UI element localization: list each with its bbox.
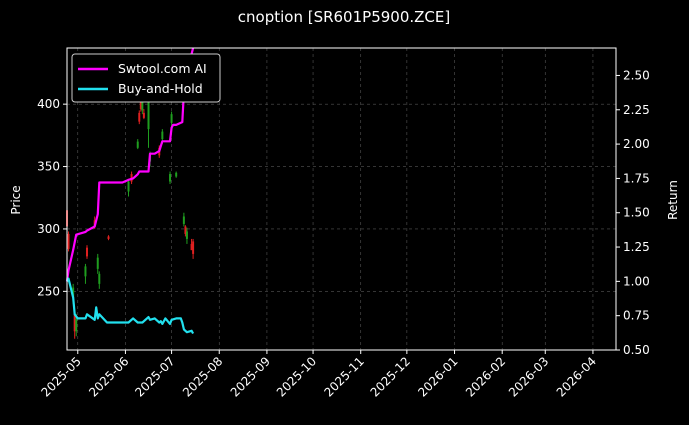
right-axis-label: Return bbox=[666, 180, 680, 220]
legend-label-buy-and-hold: Buy-and-Hold bbox=[118, 81, 203, 96]
right-tick-label: 2.25 bbox=[623, 103, 650, 117]
candle-body bbox=[175, 172, 178, 177]
candle-body bbox=[147, 94, 150, 130]
candle-body bbox=[96, 257, 99, 269]
series-line-buy-and-hold bbox=[66, 277, 195, 335]
left-tick-label: 400 bbox=[37, 97, 60, 111]
legend-box bbox=[71, 53, 221, 103]
candle-body bbox=[169, 174, 172, 182]
right-tick-label: 1.00 bbox=[623, 274, 650, 288]
candle-body bbox=[75, 318, 78, 332]
plot-frame bbox=[66, 47, 617, 351]
left-tick-label: 350 bbox=[37, 160, 60, 174]
left-axis: 250 300 350 400 bbox=[37, 97, 67, 298]
candle-body bbox=[138, 112, 141, 122]
left-tick-label: 250 bbox=[37, 284, 60, 298]
candle-body bbox=[141, 101, 144, 111]
candle-body bbox=[98, 273, 101, 284]
right-tick-label: 1.75 bbox=[623, 171, 650, 185]
grid bbox=[67, 48, 616, 350]
candle-body bbox=[142, 112, 145, 118]
right-tick-label: 0.75 bbox=[623, 309, 650, 323]
right-axis: 0.50 0.75 1.00 1.25 1.50 1.75 2.00 2.25 2.50 bbox=[616, 68, 650, 357]
candle-body bbox=[192, 241, 195, 254]
candle-body bbox=[136, 141, 139, 148]
candle-body bbox=[139, 97, 142, 110]
candle-body bbox=[73, 313, 76, 332]
legend: Swtool.com AI Buy-and-Hold bbox=[71, 53, 221, 103]
right-tick-label: 2.50 bbox=[623, 68, 650, 82]
candle-body bbox=[182, 216, 185, 224]
candle-body bbox=[85, 247, 88, 257]
right-tick-label: 1.25 bbox=[623, 240, 650, 254]
series-line-ai bbox=[65, 47, 195, 282]
right-tick-label: 1.50 bbox=[623, 206, 650, 220]
candle-body bbox=[184, 226, 187, 234]
left-tick-label: 300 bbox=[37, 222, 60, 236]
candle-body bbox=[67, 233, 70, 249]
series-lines bbox=[65, 47, 195, 335]
candle-body bbox=[170, 114, 173, 123]
candle-body bbox=[72, 287, 75, 298]
candle-body bbox=[84, 266, 87, 277]
right-tick-label: 2.00 bbox=[623, 137, 650, 151]
candle-body bbox=[107, 236, 110, 239]
candle-body bbox=[185, 231, 188, 239]
candle-body bbox=[190, 243, 193, 251]
candle-body bbox=[127, 181, 130, 192]
candle-body bbox=[161, 131, 164, 140]
legend-label-ai: Swtool.com AI bbox=[118, 61, 207, 76]
right-tick-label: 0.50 bbox=[623, 343, 650, 357]
left-axis-label: Price bbox=[9, 185, 23, 214]
chart-title: cnoption [SR601P5900.ZCE] bbox=[238, 8, 450, 26]
